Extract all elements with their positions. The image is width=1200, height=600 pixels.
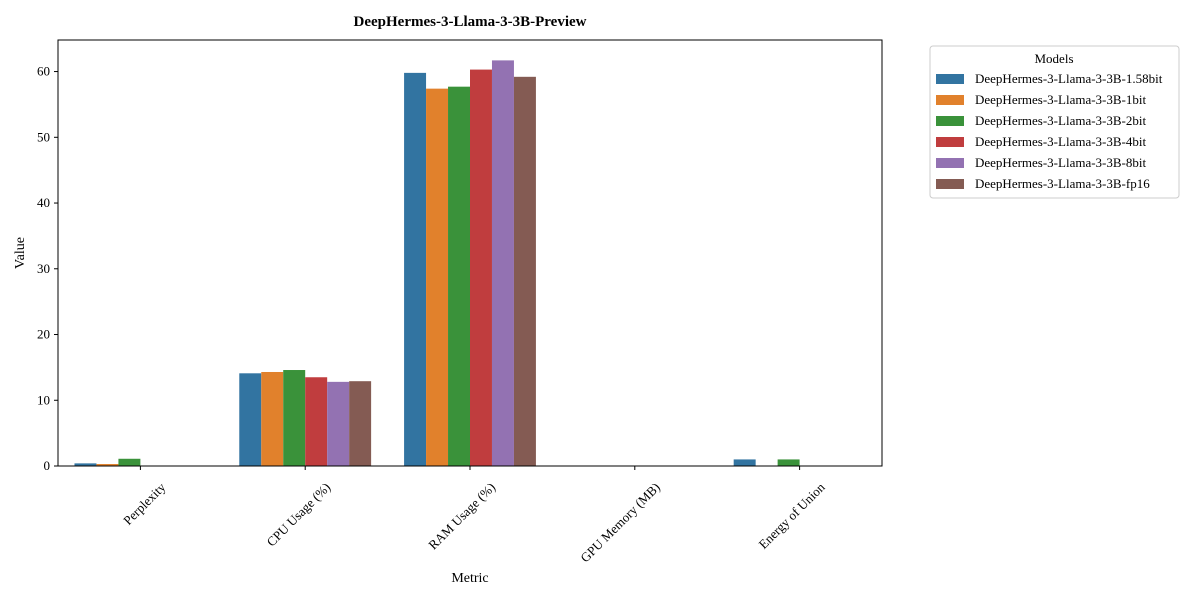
x-tick-label: GPU Memory (MB) xyxy=(577,480,663,566)
legend-swatch xyxy=(936,158,964,168)
bar xyxy=(283,370,306,466)
x-tick-label: Perplexity xyxy=(120,479,169,528)
bar xyxy=(327,381,350,466)
bar xyxy=(470,69,492,466)
bar xyxy=(777,459,800,466)
bar xyxy=(74,463,97,466)
legend-swatch xyxy=(936,137,964,147)
legend-swatch xyxy=(936,95,964,105)
x-tick-label: RAM Usage (%) xyxy=(425,480,498,553)
y-axis: 0 10 20 30 40 50 60 xyxy=(37,64,58,473)
legend-label: DeepHermes-3-Llama-3-3B-2bit xyxy=(975,113,1146,128)
bar xyxy=(261,371,284,466)
legend: Models DeepHermes-3-Llama-3-3B-1.58bit De… xyxy=(929,45,1180,199)
y-tick-label: 40 xyxy=(37,195,50,210)
bars-group xyxy=(74,60,800,467)
legend-label: DeepHermes-3-Llama-3-3B-fp16 xyxy=(975,176,1150,191)
y-axis-title: Value xyxy=(13,237,28,269)
legend-swatch xyxy=(936,74,964,84)
x-tick-label: CPU Usage (%) xyxy=(263,480,333,550)
legend-swatch xyxy=(936,179,964,189)
legend-label: DeepHermes-3-Llama-3-3B-1.58bit xyxy=(975,71,1163,86)
bar xyxy=(404,72,427,467)
legend-label: DeepHermes-3-Llama-3-3B-4bit xyxy=(975,134,1146,149)
bar xyxy=(448,86,470,466)
bar xyxy=(513,76,536,466)
bar xyxy=(733,459,756,466)
bar xyxy=(239,373,262,466)
bar xyxy=(96,464,119,466)
y-tick-label: 60 xyxy=(37,64,50,79)
y-tick-label: 30 xyxy=(37,261,50,276)
x-axis-title: Metric xyxy=(451,571,488,586)
bar xyxy=(349,381,372,466)
legend-swatch xyxy=(936,116,964,126)
legend-label: DeepHermes-3-Llama-3-3B-8bit xyxy=(975,155,1146,170)
x-axis: Perplexity CPU Usage (%) RAM Usage (%) GPU … xyxy=(120,466,828,565)
legend-box xyxy=(929,45,1180,199)
y-tick-label: 0 xyxy=(44,458,51,473)
chart-title: DeepHermes-3-Llama-3-3B-Preview xyxy=(354,14,587,30)
bar xyxy=(491,60,514,466)
y-tick-label: 50 xyxy=(37,129,50,144)
legend-title: Models xyxy=(1035,51,1074,66)
legend-label: DeepHermes-3-Llama-3-3B-1bit xyxy=(975,92,1146,107)
y-tick-label: 20 xyxy=(37,327,50,342)
x-tick-label: Energy of Union xyxy=(755,479,828,552)
bar xyxy=(426,88,449,467)
y-tick-label: 10 xyxy=(37,392,50,407)
bar xyxy=(118,458,141,466)
bar xyxy=(305,377,328,466)
